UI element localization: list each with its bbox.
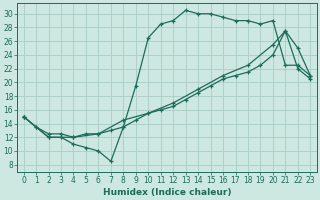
X-axis label: Humidex (Indice chaleur): Humidex (Indice chaleur) xyxy=(103,188,231,197)
